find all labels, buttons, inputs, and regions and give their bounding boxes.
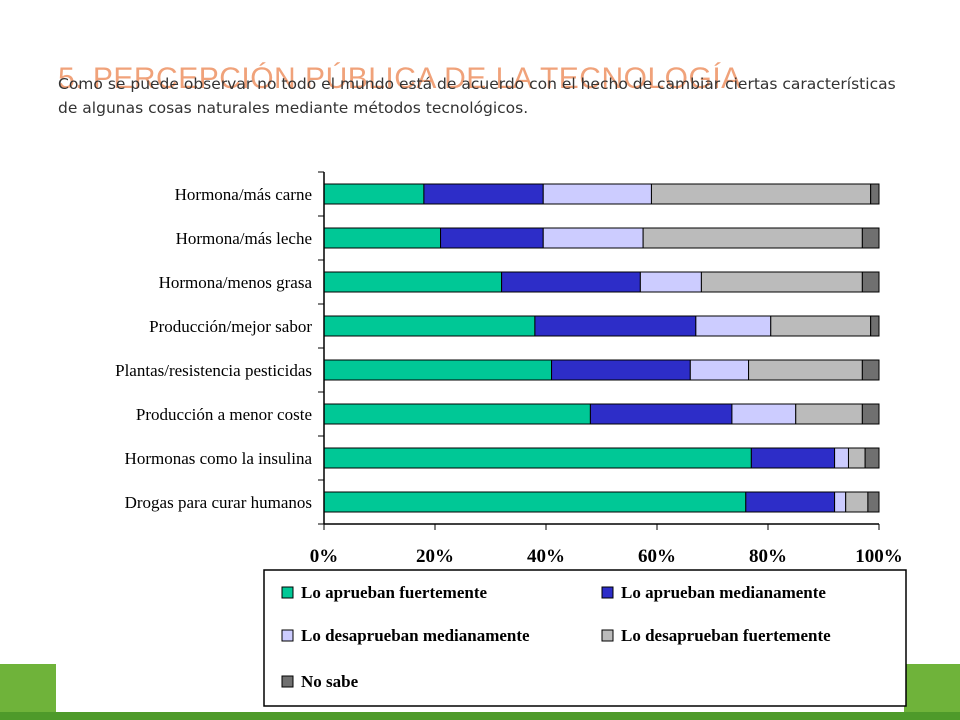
bar-segment: [323, 447, 752, 469]
x-tick-label: 0%: [310, 546, 339, 567]
bar-segment: [745, 491, 836, 513]
bar-segment: [642, 227, 863, 249]
bar-segment: [323, 359, 553, 381]
bar-segment: [834, 447, 849, 469]
legend-label: Lo aprueban medianamente: [621, 583, 826, 602]
legend-label: Lo desaprueban fuertemente: [621, 626, 831, 645]
legend-swatch: [601, 629, 614, 642]
category-label: Drogas para curar humanos: [125, 493, 312, 512]
bar-segment: [861, 271, 880, 293]
bar-segment: [650, 183, 872, 205]
x-tick-label: 60%: [638, 546, 676, 567]
bar-segment: [501, 271, 641, 293]
bar-segment: [861, 227, 880, 249]
bar-segment: [770, 315, 872, 337]
category-label: Hormona/más leche: [176, 229, 312, 248]
bar-segment: [542, 227, 644, 249]
x-tick-label: 40%: [527, 546, 565, 567]
x-tick-label: 20%: [416, 546, 454, 567]
legend-swatch: [281, 586, 294, 599]
bar-segment: [731, 403, 797, 425]
bar-segment: [323, 315, 536, 337]
category-label: Producción a menor coste: [136, 405, 312, 424]
bar-segment: [847, 447, 866, 469]
bar-segment: [323, 403, 591, 425]
legend-swatch: [281, 675, 294, 688]
bar-segment: [867, 491, 880, 513]
slide-title: 5. PERCEPCIÓN PÚBLICA DE LA TECNOLOGÍA: [58, 62, 742, 95]
bar-segment: [440, 227, 544, 249]
x-tick-label: 80%: [749, 546, 787, 567]
category-label: Hormonas como la insulina: [125, 449, 313, 468]
bar-segment: [323, 491, 747, 513]
category-label: Plantas/resistencia pesticidas: [115, 361, 312, 380]
legend-label: Lo aprueban fuertemente: [301, 583, 487, 602]
legend-label: No sabe: [301, 672, 359, 691]
bar-segment: [861, 403, 880, 425]
bar-segment: [423, 183, 544, 205]
bar-segment: [834, 491, 847, 513]
bar-segment: [870, 315, 880, 337]
bar-segment: [589, 403, 733, 425]
legend-label: Lo desaprueban medianamente: [301, 626, 530, 645]
bar-segment: [323, 183, 425, 205]
bar-segment: [542, 183, 652, 205]
category-label: Hormona/menos grasa: [159, 273, 313, 292]
bar-segment: [639, 271, 702, 293]
bar-segment: [750, 447, 836, 469]
bar-segment: [551, 359, 691, 381]
bar-segment: [864, 447, 880, 469]
bar-segment: [748, 359, 863, 381]
bar-segment: [845, 491, 869, 513]
bar-segment: [700, 271, 863, 293]
bar-segment: [689, 359, 750, 381]
bar-segment: [695, 315, 772, 337]
slide-body-text: Como se puede observar no todo el mundo …: [58, 75, 896, 117]
x-tick-label: 100%: [855, 546, 903, 567]
bar-segment: [861, 359, 880, 381]
bar-segment: [534, 315, 697, 337]
legend-swatch: [601, 586, 614, 599]
bar-segment: [323, 271, 503, 293]
bar-segment: [323, 227, 442, 249]
legend-swatch: [281, 629, 294, 642]
legend-box: [263, 569, 907, 707]
bar-segment: [795, 403, 863, 425]
footer-accent-strip: [0, 712, 960, 720]
category-label: Producción/mejor sabor: [149, 317, 312, 336]
category-label: Hormona/más carne: [175, 185, 312, 204]
bar-segment: [870, 183, 880, 205]
